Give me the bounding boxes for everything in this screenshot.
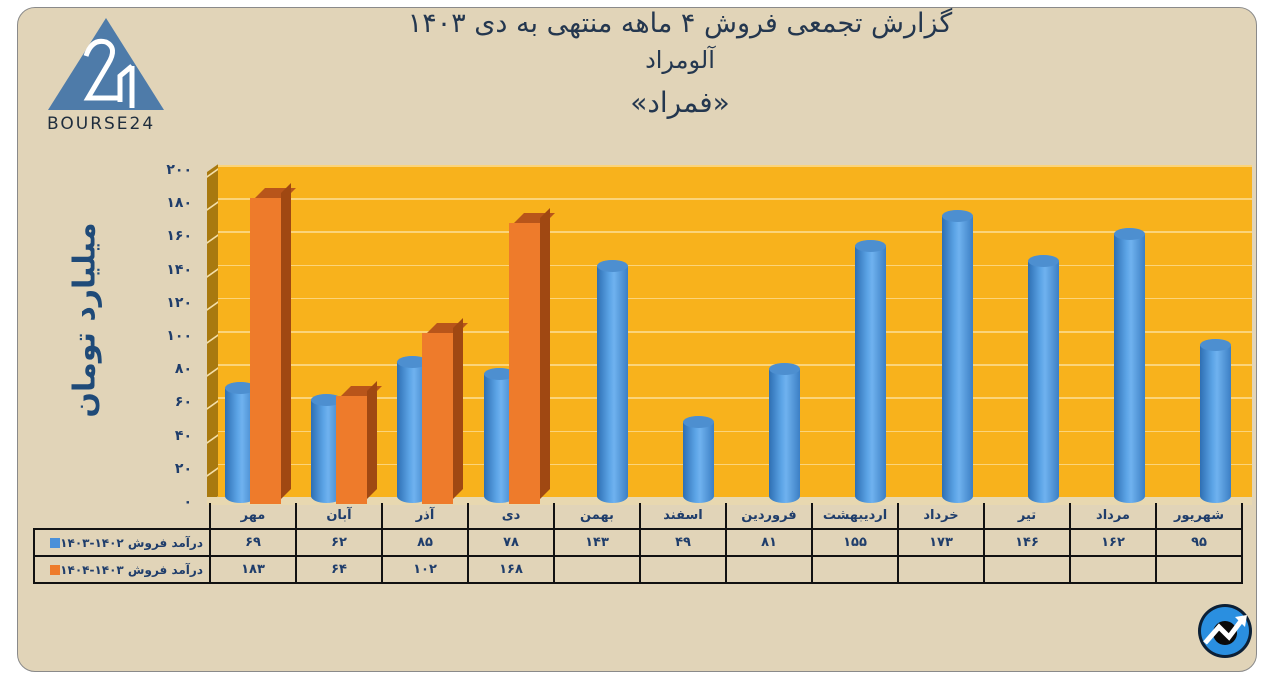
legend-swatch-orange-icon bbox=[50, 565, 61, 575]
table-cell bbox=[639, 555, 727, 584]
gridline bbox=[218, 430, 1252, 433]
gridline bbox=[218, 297, 1252, 300]
y-tick-label: ۱۰۰ bbox=[166, 328, 192, 344]
bar-series-2 bbox=[250, 183, 296, 504]
gridline bbox=[218, 397, 1252, 399]
table-header-row: مهر آبان آذر دی بهمن اسفند فروردین اردیبهشت خردا… bbox=[34, 503, 1243, 530]
bar-series-1 bbox=[683, 415, 714, 503]
table-cell: ۸۱ bbox=[725, 528, 813, 557]
bar-series-1 bbox=[941, 209, 973, 503]
bourse24-logo-icon bbox=[48, 18, 164, 110]
table-corner bbox=[34, 503, 211, 529]
trend-arrow-logo-icon bbox=[1198, 604, 1252, 658]
table-cell bbox=[897, 555, 985, 584]
y-tick-label: ۱۴۰ bbox=[166, 261, 192, 278]
bar-side-face bbox=[367, 380, 378, 499]
table-header-cell: اردیبهشت bbox=[811, 503, 899, 530]
table-cell: ۶۴ bbox=[295, 555, 383, 584]
bar-series-1 bbox=[855, 239, 887, 503]
table-header-cell: مرداد bbox=[1069, 503, 1157, 530]
ticker-symbol: «فمراد» bbox=[630, 86, 730, 119]
bar-side-face bbox=[539, 208, 550, 499]
table-cell: ۱۷۳ bbox=[897, 528, 985, 557]
bar-series-1 bbox=[596, 259, 628, 503]
bar-series-1 bbox=[769, 362, 801, 503]
legend-series-2: درآمد فروش ۱۴۰۳-۱۴۰۴ bbox=[33, 555, 211, 584]
table-cell bbox=[811, 555, 899, 584]
y-tick-label: ۶۰ bbox=[174, 394, 192, 411]
table-header-cell: مهر bbox=[209, 503, 297, 530]
table-cell: ۶۹ bbox=[209, 528, 297, 557]
gridline bbox=[218, 331, 1252, 333]
bar-series-1 bbox=[1114, 228, 1145, 503]
table-row-series-1: درآمد فروش ۱۴۰۲-۱۴۰۳ ۶۹ ۶۲ ۸۵ ۷۸ ۱۴۳ ۴۹ ۸۱ ۱۵۵ ۱… bbox=[33, 528, 1243, 557]
logo-text: BOURSE24 bbox=[47, 114, 156, 134]
gridline bbox=[218, 231, 1252, 233]
legend-label: درآمد فروش ۱۴۰۳-۱۴۰۴ bbox=[60, 562, 203, 577]
table-cell: ۱۵۵ bbox=[811, 528, 899, 557]
table-cell bbox=[725, 555, 813, 584]
table-cell: ۸۵ bbox=[381, 528, 469, 557]
table-header-cell: فروردین bbox=[725, 503, 813, 530]
y-tick-label: ۲۰۰ bbox=[166, 162, 192, 178]
y-tick-label: ۲۰ bbox=[174, 460, 192, 477]
y-tick-label: ۰ bbox=[183, 494, 192, 510]
bar-series-2 bbox=[422, 317, 469, 504]
y-tick-label: ۱۲۰ bbox=[166, 294, 192, 311]
gridline bbox=[218, 264, 1252, 267]
y-tick-label: ۴۰ bbox=[174, 427, 192, 444]
table-header-cell: تیر bbox=[983, 503, 1071, 530]
table-header-cell: آبان bbox=[295, 503, 383, 530]
table-header-cell: آذر bbox=[381, 503, 469, 530]
bar-series-2 bbox=[508, 208, 555, 504]
table-cell bbox=[553, 555, 641, 584]
gridline bbox=[218, 463, 1252, 466]
table-cell: ۱۶۲ bbox=[1069, 528, 1157, 557]
table-cell: ۱۰۲ bbox=[381, 555, 469, 584]
table-header-cell: شهریور bbox=[1155, 503, 1243, 530]
table-cell bbox=[1069, 555, 1157, 584]
chart-title: گزارش تجمعی فروش ۴ ماهه منتهی به دی ۱۴۰۳ bbox=[407, 8, 953, 39]
table-cell bbox=[983, 555, 1071, 584]
table-cell: ۹۵ bbox=[1155, 528, 1243, 557]
table-header-cell: خرداد bbox=[897, 503, 985, 530]
gridline bbox=[218, 198, 1252, 200]
y-axis-label: میلیارد تومان bbox=[67, 222, 103, 418]
y-tick-label: ۱۸۰ bbox=[166, 195, 192, 212]
table-cell: ۶۲ bbox=[295, 528, 383, 557]
bar-series-1 bbox=[1200, 339, 1232, 503]
legend-series-1: درآمد فروش ۱۴۰۲-۱۴۰۳ bbox=[33, 528, 211, 557]
table-cell: ۷۸ bbox=[467, 528, 555, 557]
y-tick-label: ۱۶۰ bbox=[166, 228, 192, 245]
bar-series-1 bbox=[1027, 254, 1059, 503]
table-cell: ۱۶۸ bbox=[467, 555, 555, 584]
table-header-cell: دی bbox=[467, 503, 555, 530]
legend-swatch-blue-icon bbox=[50, 538, 61, 548]
table-cell: ۱۴۳ bbox=[553, 528, 641, 557]
gridline bbox=[218, 364, 1252, 366]
bar-series-2 bbox=[336, 380, 383, 504]
legend-label: درآمد فروش ۱۴۰۲-۱۴۰۳ bbox=[60, 535, 203, 550]
table-header-cell: بهمن bbox=[553, 503, 641, 530]
y-tick-label: ۸۰ bbox=[174, 361, 192, 378]
bar-side-face bbox=[281, 183, 291, 499]
table-cell: ۱۸۳ bbox=[209, 555, 297, 584]
bar-side-face bbox=[453, 317, 464, 499]
gridline bbox=[218, 165, 1252, 167]
table-cell: ۱۴۶ bbox=[983, 528, 1071, 557]
plot-floor bbox=[207, 497, 1252, 505]
table-cell: ۴۹ bbox=[639, 528, 727, 557]
data-table: مهر آبان آذر دی بهمن اسفند فروردین اردیبهشت خردا… bbox=[33, 503, 1243, 584]
table-row-series-2: درآمد فروش ۱۴۰۳-۱۴۰۴ ۱۸۳ ۶۴ ۱۰۲ ۱۶۸ bbox=[33, 555, 1243, 584]
table-header-cell: اسفند bbox=[639, 503, 727, 530]
company-name: آلومراد bbox=[645, 46, 715, 74]
table-cell bbox=[1155, 555, 1243, 584]
